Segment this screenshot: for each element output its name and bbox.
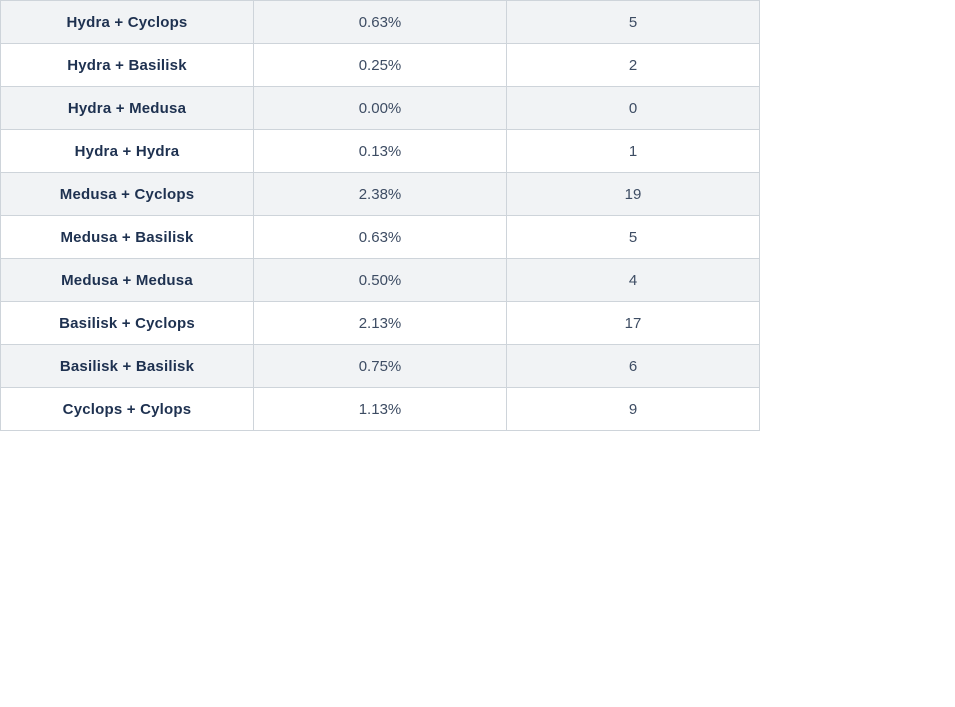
count-cell: 19	[506, 172, 760, 216]
table-row: Hydra + Medusa 0.00% 0	[0, 86, 760, 130]
count-cell: 2	[506, 43, 760, 87]
table-row: Hydra + Basilisk 0.25% 2	[0, 43, 760, 87]
table-row: Medusa + Cyclops 2.38% 19	[0, 172, 760, 216]
pair-cell: Hydra + Medusa	[0, 86, 254, 130]
percent-cell: 0.13%	[253, 129, 507, 173]
table-row: Medusa + Medusa 0.50% 4	[0, 258, 760, 302]
count-cell: 4	[506, 258, 760, 302]
count-cell: 5	[506, 215, 760, 259]
pairs-stats-table: Hydra + Cyclops 0.63% 5 Hydra + Basilisk 0.2…	[0, 0, 760, 431]
table-row: Hydra + Hydra 0.13% 1	[0, 129, 760, 173]
percent-cell: 0.75%	[253, 344, 507, 388]
pairs-table-body: Hydra + Cyclops 0.63% 5 Hydra + Basilisk 0.2…	[0, 0, 760, 431]
percent-cell: 1.13%	[253, 387, 507, 431]
table-row: Hydra + Cyclops 0.63% 5	[0, 0, 760, 44]
percent-cell: 0.63%	[253, 215, 507, 259]
pair-cell: Medusa + Medusa	[0, 258, 254, 302]
pair-cell: Cyclops + Cylops	[0, 387, 254, 431]
pair-cell: Basilisk + Basilisk	[0, 344, 254, 388]
percent-cell: 0.50%	[253, 258, 507, 302]
percent-cell: 2.38%	[253, 172, 507, 216]
count-cell: 6	[506, 344, 760, 388]
table-row: Medusa + Basilisk 0.63% 5	[0, 215, 760, 259]
pair-cell: Medusa + Cyclops	[0, 172, 254, 216]
table-row: Basilisk + Cyclops 2.13% 17	[0, 301, 760, 345]
count-cell: 0	[506, 86, 760, 130]
percent-cell: 2.13%	[253, 301, 507, 345]
count-cell: 17	[506, 301, 760, 345]
count-cell: 5	[506, 0, 760, 44]
count-cell: 9	[506, 387, 760, 431]
pair-cell: Hydra + Hydra	[0, 129, 254, 173]
pair-cell: Hydra + Cyclops	[0, 0, 254, 44]
pair-cell: Basilisk + Cyclops	[0, 301, 254, 345]
table-row: Cyclops + Cylops 1.13% 9	[0, 387, 760, 431]
pair-cell: Hydra + Basilisk	[0, 43, 254, 87]
percent-cell: 0.00%	[253, 86, 507, 130]
percent-cell: 0.25%	[253, 43, 507, 87]
table-row: Basilisk + Basilisk 0.75% 6	[0, 344, 760, 388]
pair-cell: Medusa + Basilisk	[0, 215, 254, 259]
count-cell: 1	[506, 129, 760, 173]
percent-cell: 0.63%	[253, 0, 507, 44]
